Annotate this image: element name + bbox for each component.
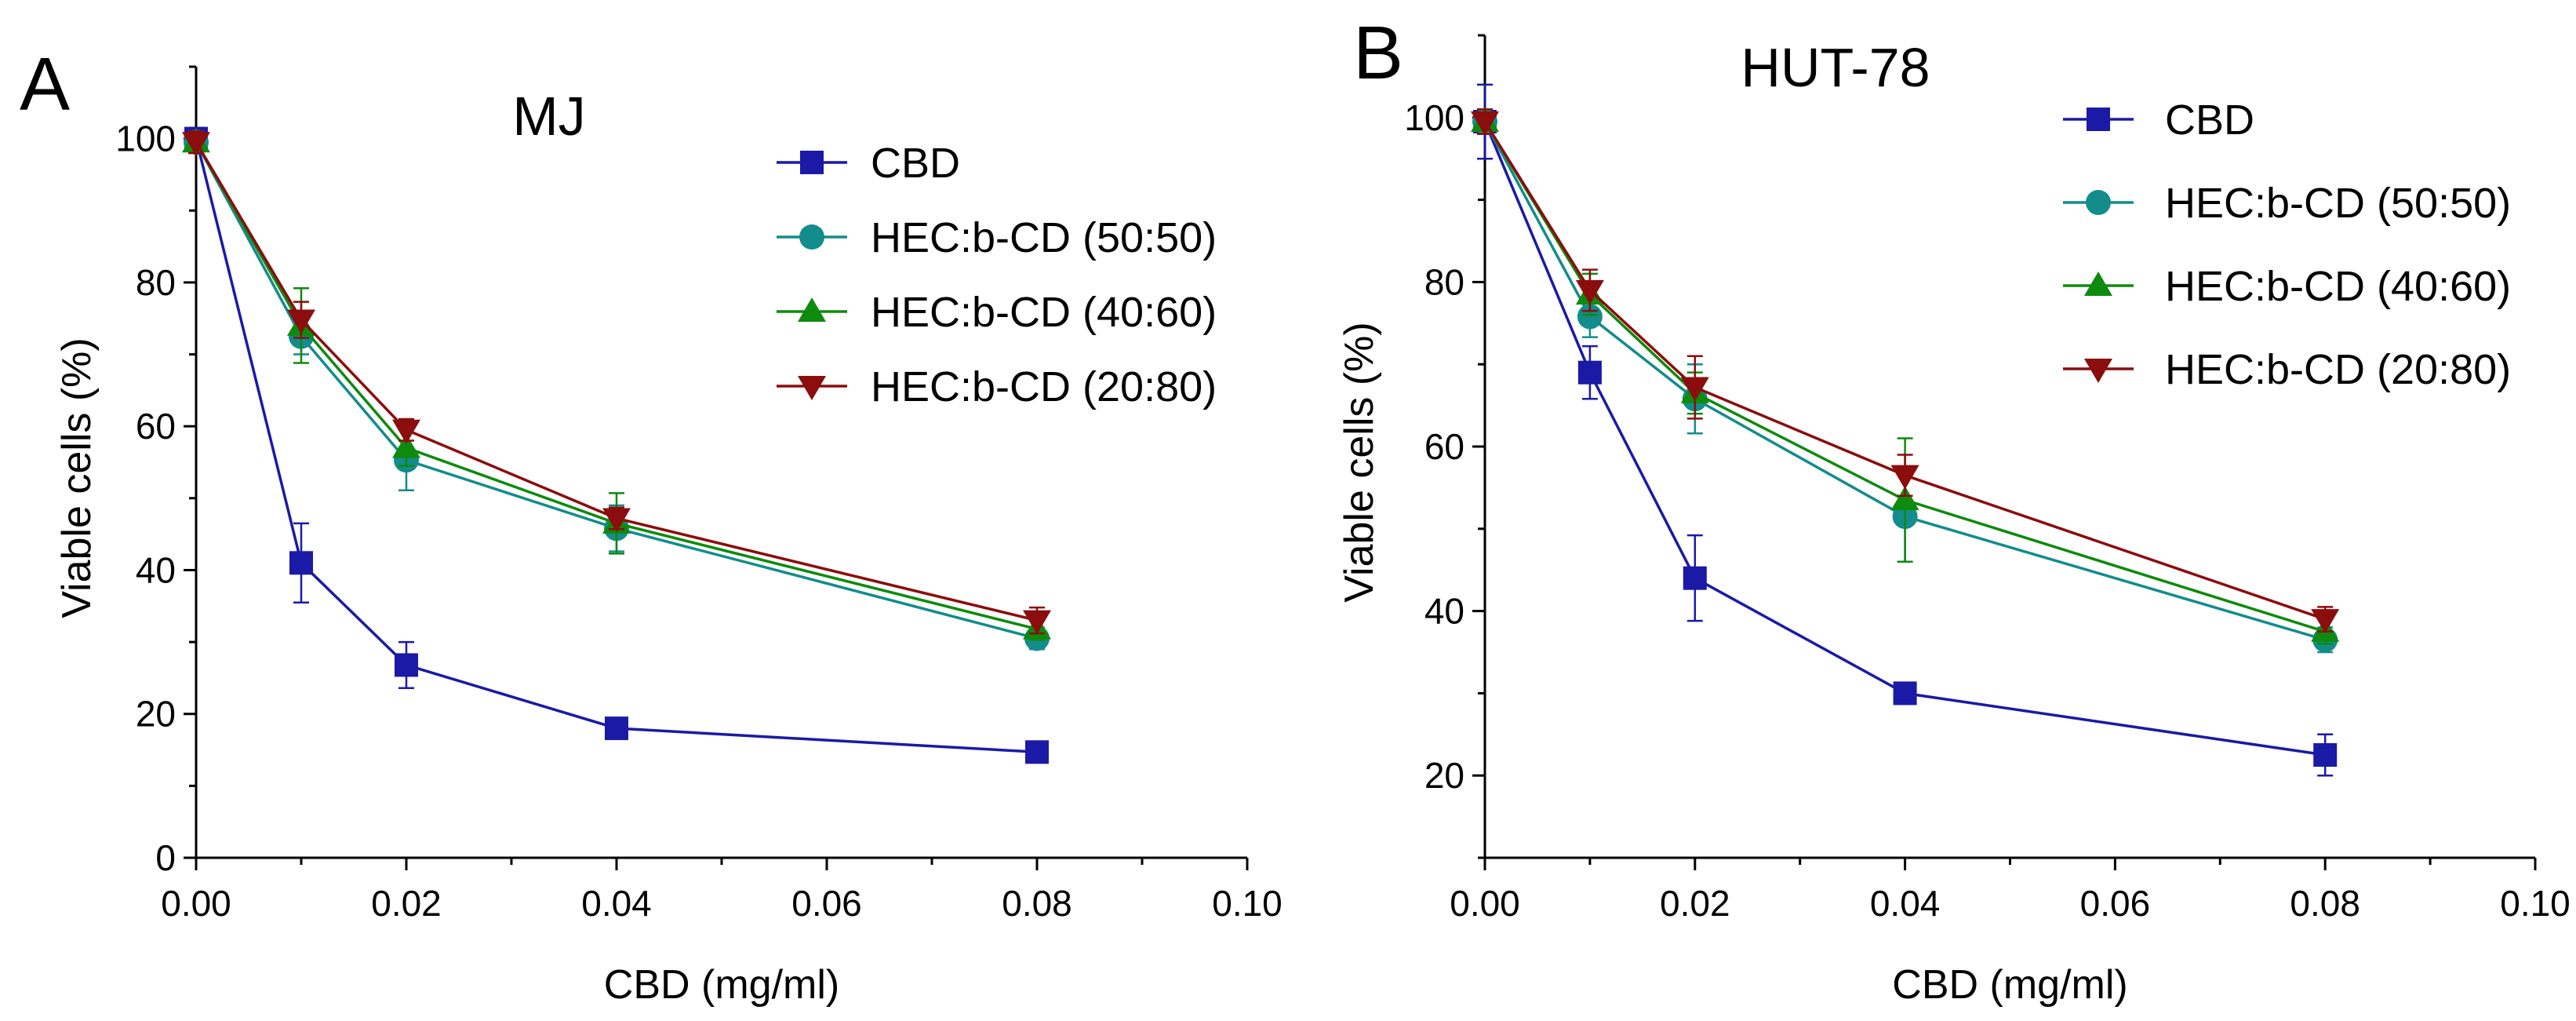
panel-letter: B bbox=[1353, 11, 1403, 95]
legend-marker bbox=[800, 151, 824, 174]
y-tick-label: 20 bbox=[136, 694, 176, 735]
chart-panel-a: A MJ 0 20 40 60 80 100 0.00 0.02 0.04 0.06 0.08 0.10 C… bbox=[20, 42, 1283, 1008]
x-axis-title: CBD (mg/ml) bbox=[604, 962, 839, 1008]
data-point bbox=[287, 309, 315, 334]
y-tick-label: 0 bbox=[155, 837, 176, 878]
legend-marker bbox=[2084, 272, 2112, 296]
y-tick-label: 80 bbox=[1424, 261, 1464, 302]
chart-title: MJ bbox=[512, 86, 585, 147]
x-tick-label: 0.10 bbox=[1212, 883, 1283, 924]
data-point bbox=[2311, 609, 2340, 634]
data-point bbox=[2313, 743, 2338, 767]
legend: CBD HEC:b-CD (50:50) HEC:b-CD (40:60) HEC:b… bbox=[2063, 97, 2511, 393]
y-tick-label: 100 bbox=[115, 119, 176, 159]
x-tick-label: 0.06 bbox=[791, 883, 862, 924]
legend-marker bbox=[2086, 190, 2111, 215]
data-point bbox=[602, 508, 631, 533]
y-tick-label: 60 bbox=[1424, 426, 1464, 467]
legend-item: CBD bbox=[777, 140, 960, 187]
legend-label: HEC:b-CD (50:50) bbox=[2165, 180, 2511, 227]
series-cbd bbox=[184, 126, 1049, 764]
legend-label: HEC:b-CD (20:80) bbox=[2165, 346, 2511, 393]
x-tick-label: 0.04 bbox=[1870, 883, 1941, 924]
x-tick-label: 0.10 bbox=[2500, 883, 2571, 924]
data-point bbox=[289, 551, 313, 575]
legend-marker bbox=[2084, 359, 2112, 383]
y-axis-title: Viable cells (%) bbox=[54, 337, 100, 618]
data-point bbox=[1577, 360, 1602, 385]
y-tick-label: 100 bbox=[1404, 97, 1464, 138]
series-hec20 bbox=[182, 130, 1051, 635]
y-tick-label: 60 bbox=[136, 406, 176, 447]
legend-label: HEC:b-CD (50:50) bbox=[871, 214, 1217, 261]
y-axis-title: Viable cells (%) bbox=[1337, 322, 1382, 602]
data-point bbox=[392, 419, 420, 444]
legend-marker bbox=[2087, 108, 2110, 131]
x-tick-label: 0.04 bbox=[581, 883, 652, 924]
data-point bbox=[1023, 610, 1051, 635]
legend-label: HEC:b-CD (40:60) bbox=[2165, 263, 2511, 310]
legend: CBD HEC:b-CD (50:50) HEC:b-CD (40:60) HEC:b… bbox=[777, 140, 1217, 410]
legend-item: HEC:b-CD (50:50) bbox=[777, 214, 1217, 261]
legend-marker bbox=[798, 376, 826, 400]
data-point bbox=[182, 132, 210, 157]
data-point bbox=[605, 717, 628, 741]
data-point bbox=[1890, 465, 1919, 490]
x-axis-title: CBD (mg/ml) bbox=[1892, 962, 2127, 1008]
legend-marker bbox=[798, 297, 826, 322]
legend-label: HEC:b-CD (20:80) bbox=[871, 363, 1217, 410]
x-tick-label: 0.02 bbox=[1660, 883, 1730, 924]
legend-item: CBD bbox=[2063, 97, 2254, 144]
chart-title: HUT-78 bbox=[1741, 37, 1930, 98]
legend-item: HEC:b-CD (20:80) bbox=[777, 363, 1217, 410]
legend-item: HEC:b-CD (50:50) bbox=[2063, 180, 2511, 227]
data-point bbox=[1025, 740, 1049, 764]
series-hec20 bbox=[1471, 108, 2340, 634]
legend-label: HEC:b-CD (40:60) bbox=[871, 289, 1217, 336]
x-tick-label: 0.02 bbox=[371, 883, 442, 924]
legend-item: HEC:b-CD (20:80) bbox=[2063, 346, 2511, 393]
data-point bbox=[1575, 279, 1604, 304]
legend-item: HEC:b-CD (40:60) bbox=[2063, 263, 2511, 310]
legend-label: CBD bbox=[2165, 97, 2254, 144]
data-point bbox=[392, 433, 420, 458]
legend-label: CBD bbox=[871, 140, 960, 187]
panel-letter: A bbox=[20, 42, 70, 126]
legend-marker bbox=[799, 224, 824, 250]
y-tick-label: 80 bbox=[136, 262, 176, 303]
legend-item: HEC:b-CD (40:60) bbox=[777, 289, 1217, 336]
data-point bbox=[1890, 486, 1919, 511]
x-tick-label: 0.00 bbox=[161, 883, 231, 924]
data-point bbox=[1893, 681, 1917, 706]
data-point bbox=[1680, 377, 1709, 402]
x-tick-label: 0.00 bbox=[1450, 883, 1520, 924]
data-point bbox=[1471, 111, 1499, 137]
chart-panel-b: B HUT-78 20 40 60 80 100 0.00 0.02 0.04 0.06 0.08 0.… bbox=[1337, 11, 2571, 1008]
data-point bbox=[1683, 566, 1707, 590]
x-tick-label: 0.06 bbox=[2080, 883, 2151, 924]
data-point bbox=[395, 653, 418, 677]
y-tick-label: 40 bbox=[1424, 591, 1464, 632]
x-tick-label: 0.08 bbox=[1002, 883, 1072, 924]
x-tick-label: 0.08 bbox=[2290, 883, 2360, 924]
y-tick-label: 40 bbox=[136, 549, 176, 590]
y-tick-label: 20 bbox=[1424, 755, 1464, 796]
